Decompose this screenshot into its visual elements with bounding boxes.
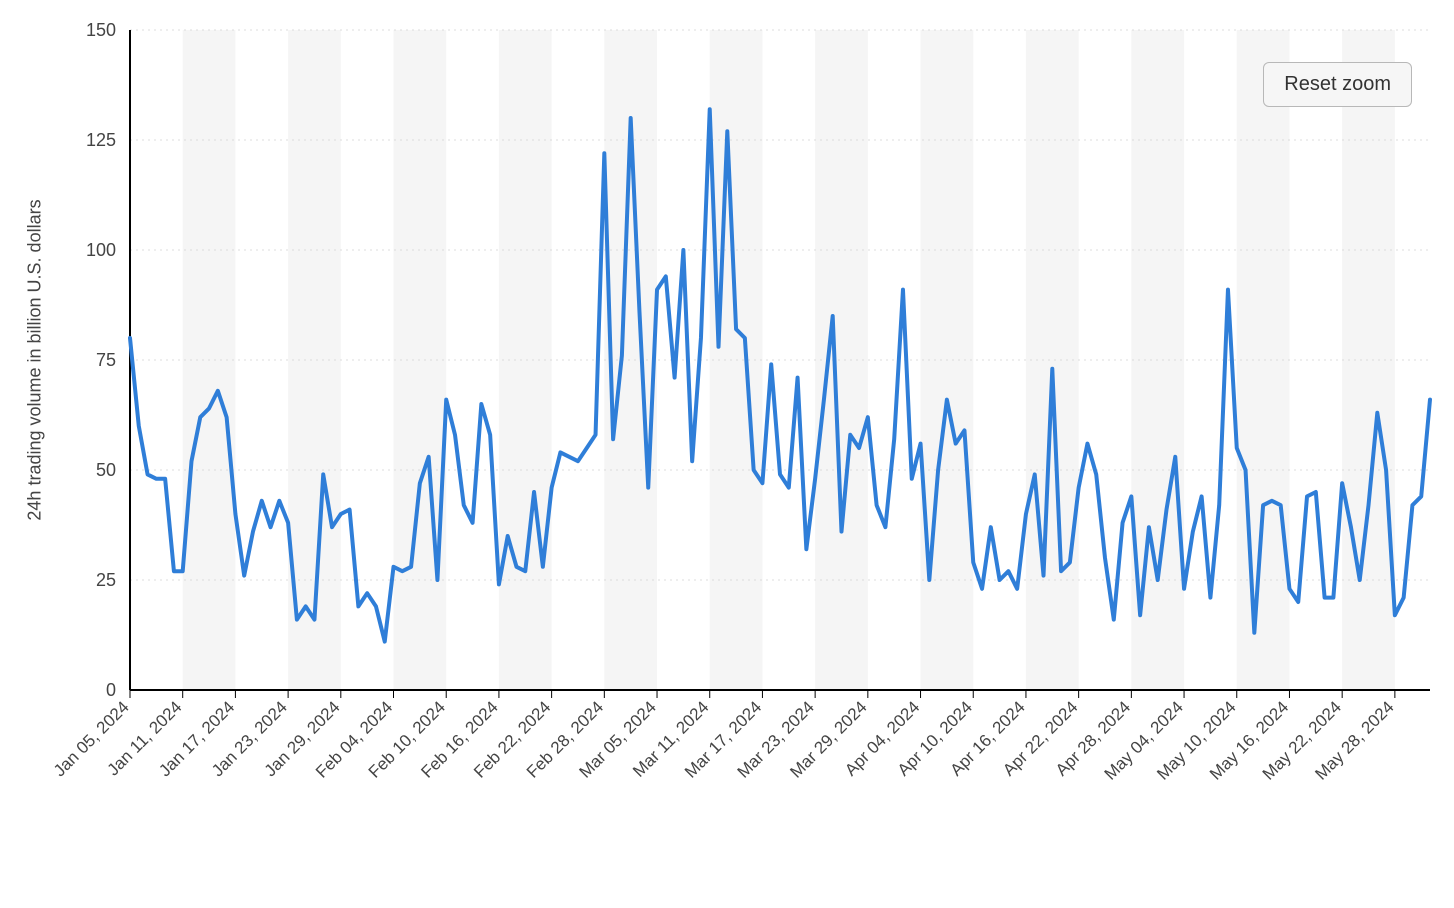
y-tick-label: 150 xyxy=(86,20,116,40)
y-axis-label: 24h trading volume in billion U.S. dolla… xyxy=(25,199,46,520)
y-tick-label: 50 xyxy=(96,460,116,480)
y-tick-label: 25 xyxy=(96,570,116,590)
y-tick-label: 0 xyxy=(106,680,116,700)
y-tick-label: 75 xyxy=(96,350,116,370)
y-tick-label: 125 xyxy=(86,130,116,150)
y-tick-label: 100 xyxy=(86,240,116,260)
trading-volume-chart: { "chart": { "type": "line", "width": 14… xyxy=(0,0,1454,908)
reset-zoom-button[interactable]: Reset zoom xyxy=(1263,62,1412,107)
chart-svg: 0255075100125150Jan 05, 2024Jan 11, 2024… xyxy=(0,0,1454,908)
